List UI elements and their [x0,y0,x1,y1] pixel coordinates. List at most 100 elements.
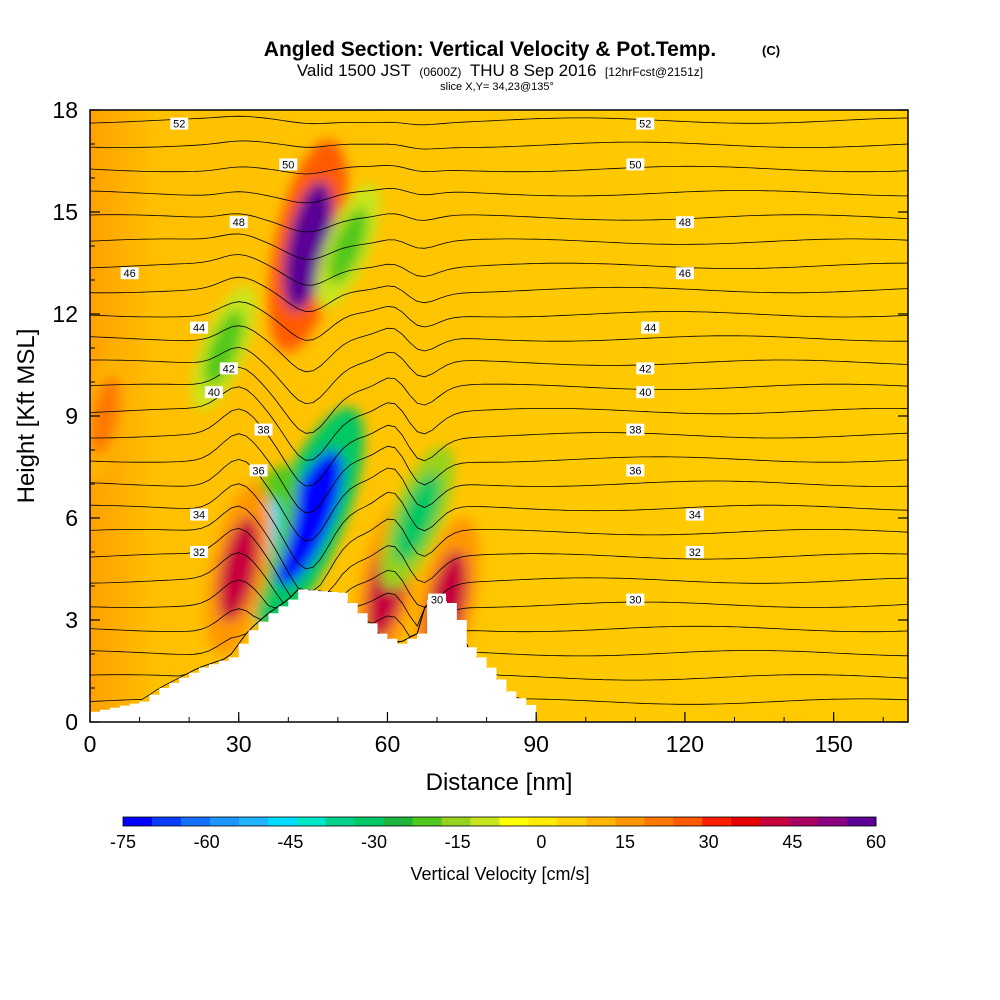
contour-label-bg [626,423,645,436]
contour-label-bg [675,216,694,229]
theta-contour-line [90,433,908,514]
theta-contour-line [90,140,908,150]
contour-label: 42 [223,363,235,375]
colorbar-frame [122,816,877,827]
colorbar-tick-label: -30 [361,832,387,852]
colorbar-swatch [818,817,848,826]
y-tick-label: 15 [52,199,78,225]
terrain [90,589,557,722]
contour-label-bg [120,267,139,280]
contour-label: 34 [689,510,701,522]
slice-info: slice X,Y= 34,23@135° [440,81,554,93]
theta-contour-line [90,213,908,233]
theta-contour-line [90,165,908,175]
contour-label: 48 [679,217,691,229]
colorbar-tick-label: 60 [866,832,886,852]
colorbar-swatch [296,817,327,826]
theta-contours [90,94,908,705]
contour-label: 32 [193,547,205,559]
velocity-feature [328,208,368,284]
theta-contour-line [90,254,908,286]
velocity-feature [394,474,440,562]
colorbar-swatch [847,817,877,826]
colorbar-swatch [383,817,414,826]
theta-contour-line [90,346,908,405]
colorbar-swatch [267,817,298,826]
velocity-feature [273,450,343,586]
y-tick-label: 3 [65,607,78,633]
colorbar-swatch [238,817,269,826]
contour-label-bg [636,386,655,399]
velocity-feature [90,376,121,456]
colorbar-swatch [731,817,761,826]
x-tick-label: 120 [666,731,704,757]
colorbar-swatch [209,817,240,826]
contour-label-bg [229,216,248,229]
y-tick-label: 18 [52,97,78,123]
contour-label-bg [636,117,655,130]
contour-label-bg [219,362,238,375]
theta-contour-line [90,94,908,101]
velocity-feature [204,310,244,386]
contour-label: 34 [193,510,205,522]
contour-label: 38 [629,425,641,437]
x-tick-label: 0 [84,731,97,757]
contour-label-bg [190,321,209,334]
velocity-feature [283,181,333,311]
contour-label-bg [279,158,298,171]
contour-label-bg [190,546,209,558]
theta-contour-line [90,483,908,570]
contour-label: 36 [629,465,641,477]
contour-label: 44 [193,323,205,335]
colorbar-swatch [673,817,703,826]
contour-label: 40 [639,387,651,399]
theta-contour-line [90,552,908,608]
colorbar-tick-label: 45 [782,832,802,852]
contour-label-bg [190,508,209,521]
colorbar-tick-label: -60 [194,832,220,852]
theta-contour-line [90,579,908,627]
contour-label-bg [428,593,447,606]
colorbar-swatch [151,817,182,826]
x-tick-label: 90 [523,731,549,757]
contour-label: 50 [629,159,641,171]
colorbar-swatch [180,817,211,826]
contour-label: 42 [639,363,651,375]
y-tick-label: 12 [52,301,78,327]
theta-contour-line [90,386,908,461]
contour-label: 44 [644,323,656,335]
valid-time-line: Valid 1500 JST (0600Z) THU 8 Sep 2016 [1… [297,61,703,80]
colorbar-swatch [789,817,819,826]
theta-contour-line [90,188,908,204]
contour-label: 52 [173,119,185,131]
colorbar-tick-label: -15 [445,832,471,852]
colorbar-tick-label: -75 [110,832,136,852]
colorbar-swatch [586,817,616,826]
colorbar-swatch [760,817,790,826]
colorbar-tick-label: 15 [615,832,635,852]
theta-contour-line [90,588,908,681]
contour-label-bg [204,386,223,399]
contour-label: 38 [257,425,269,437]
theta-contour-line [90,458,908,542]
contour-label-bg [675,267,694,280]
theta-contour-line [90,325,908,373]
colorbar-swatch [644,817,674,826]
theta-contour-line [90,115,908,126]
x-tick-label: 60 [375,731,401,757]
contour-label: 50 [282,159,294,171]
colorbar-tick-label: -45 [277,832,303,852]
theta-contour-line [90,505,908,592]
contour-label-bg [626,464,645,477]
velocity-feature [218,516,259,622]
valid-date: THU 8 Sep 2016 [470,61,597,80]
theta-contour-line [90,408,908,487]
contour-label-bg [636,362,655,375]
valid-prefix: Valid 1500 JST [297,61,411,80]
contour-label-bg [685,546,704,558]
contour-label: 48 [233,217,245,229]
colorbar-swatch [702,817,732,826]
